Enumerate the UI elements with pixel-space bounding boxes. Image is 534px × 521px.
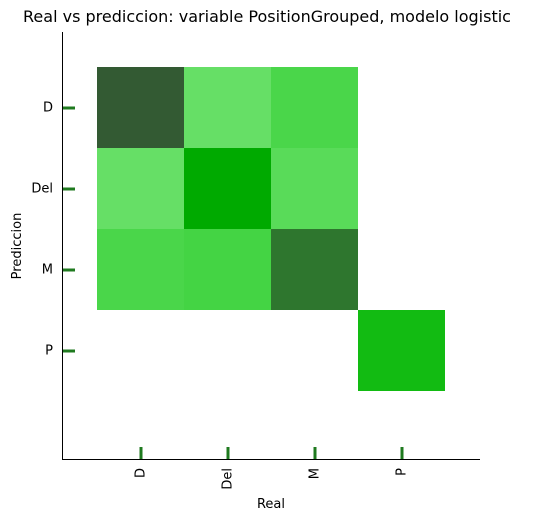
heatmap-cell-m-m [271,229,358,310]
y-tick-label: Del [31,182,53,197]
x-tick-label: M [308,468,323,479]
heatmap-cell-m-del [271,148,358,229]
x-axis-label: Real [257,497,285,512]
heatmap-cell-m-d [271,67,358,148]
heatmap-cell-d-m [97,229,184,310]
y-tick-label: M [42,263,53,278]
heatmap-cell-del-d [184,67,271,148]
heatmap-cell-del-del [184,148,271,229]
heatmap-cell-p-p [358,310,445,391]
x-tick-label: D [134,468,149,478]
y-tick-label: P [45,344,53,359]
axis-ticks: D Del M P D Del M P [31,101,409,490]
x-tick-label: Del [221,468,236,490]
heatmap-cell-d-d [97,67,184,148]
heatmap-cells [97,67,445,391]
y-tick-label: D [43,101,53,116]
x-tick-label: P [395,468,410,476]
y-axis-label: Prediccion [10,213,25,280]
heatmap-cell-d-del [97,148,184,229]
chart-title: Real vs prediccion: variable PositionGro… [23,7,511,26]
heatmap-cell-del-m [184,229,271,310]
